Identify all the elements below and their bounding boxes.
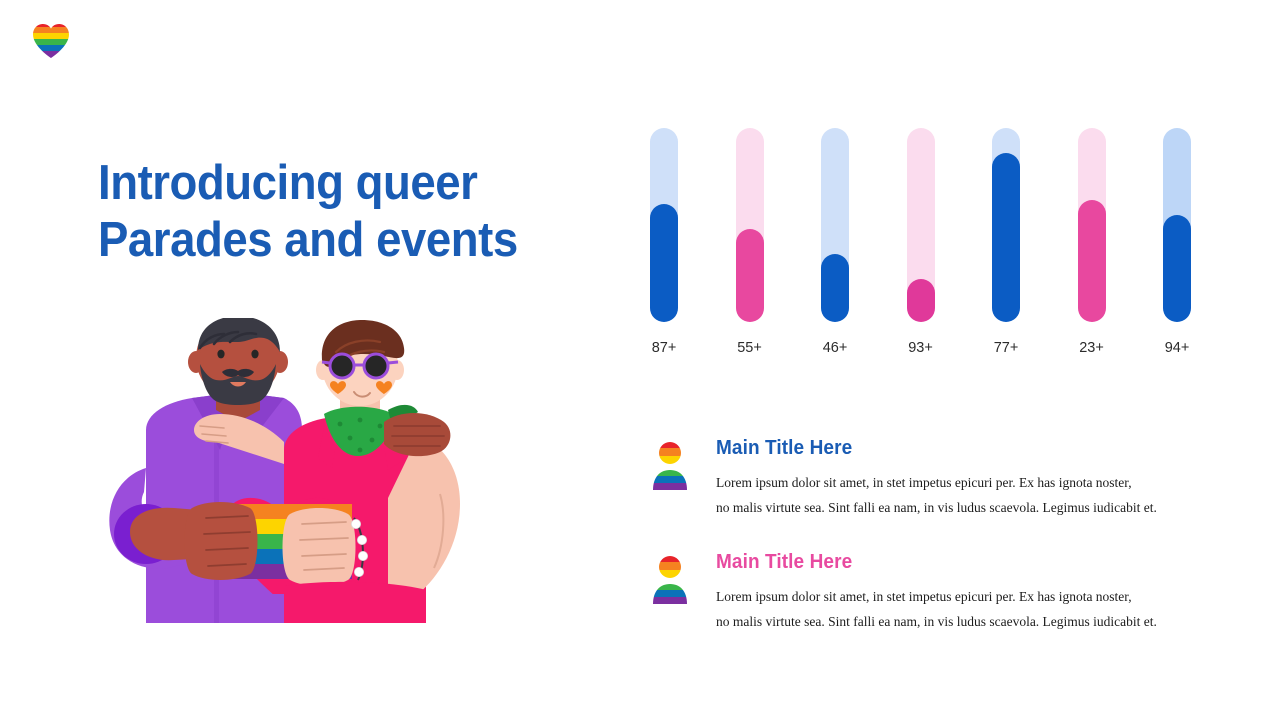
bracelet — [350, 517, 368, 581]
page-title: Introducing queer Parades and events — [98, 155, 544, 269]
bar-fill — [1163, 215, 1191, 322]
rainbow-heart-logo — [30, 20, 72, 60]
bar-fill — [735, 229, 764, 322]
feature-text-1-line-1: Lorem ipsum dolor sit amet, in stet impe… — [716, 475, 1132, 490]
bar-track — [906, 128, 935, 322]
bar-fill — [821, 254, 849, 322]
bar-fill — [650, 204, 678, 322]
rainbow-person-icon — [650, 440, 690, 490]
feature-text-2: Lorem ipsum dolor sit amet, in stet impe… — [716, 584, 1210, 634]
rainbow-heart-icon — [33, 24, 69, 58]
feature-title-2: Main Title Here — [716, 551, 853, 573]
pride-couple-svg — [109, 316, 460, 623]
bar-value-label: 87+ — [651, 340, 677, 356]
feature-text-1-line-2: no malis virtute sea. Sint falli ea nam,… — [716, 500, 1157, 515]
bar-column: 87+ — [632, 128, 696, 363]
bar-value-label: 93+ — [908, 340, 933, 356]
feature-title-1: Main Title Here — [716, 437, 853, 459]
bar-track — [1163, 128, 1191, 322]
bar-value-label: 94+ — [1164, 340, 1190, 356]
bar-value-label: 23+ — [1079, 340, 1104, 356]
bar-track — [1077, 128, 1106, 322]
bar-fill — [992, 153, 1020, 322]
bar-column: 46+ — [803, 128, 867, 363]
feature-block-2: Main Title Here Lorem ipsum dolor sit am… — [650, 550, 1210, 634]
bar-column: 94+ — [1145, 128, 1209, 363]
bar-column: 55+ — [718, 128, 782, 363]
headline-line-1: Introducing queer — [98, 155, 478, 210]
bar-track — [650, 128, 678, 322]
progress-bar-chart: 87+ 55+ 46+ 93+ 77+ 23+ 94+ — [632, 128, 1208, 363]
feature-block-1: Main Title Here Lorem ipsum dolor sit am… — [650, 436, 1210, 520]
bar-value-label: 46+ — [822, 340, 848, 356]
bar-fill — [1077, 200, 1106, 322]
bar-fill — [906, 279, 935, 322]
bar-track — [735, 128, 764, 322]
rainbow-person-icon — [650, 554, 690, 604]
bar-value-label: 77+ — [993, 340, 1019, 356]
bar-track — [821, 128, 849, 322]
feature-text-1: Lorem ipsum dolor sit amet, in stet impe… — [716, 470, 1210, 520]
two-people-holding-pride-flag-illustration — [88, 316, 478, 623]
feature-text-2-line-2: no malis virtute sea. Sint falli ea nam,… — [716, 614, 1157, 629]
bar-column: 23+ — [1060, 128, 1124, 363]
headline-line-2: Parades and events — [98, 212, 518, 267]
bar-track — [992, 128, 1020, 322]
bar-column: 77+ — [974, 128, 1038, 363]
bar-value-label: 55+ — [737, 340, 762, 356]
bar-column: 93+ — [889, 128, 953, 363]
sunglasses-icon — [321, 352, 399, 380]
feature-text-2-line-1: Lorem ipsum dolor sit amet, in stet impe… — [716, 589, 1132, 604]
